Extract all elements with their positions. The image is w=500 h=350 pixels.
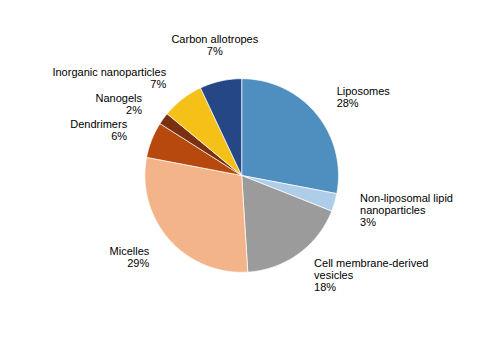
svg-text:Cell membrane-derivedvesicles1: Cell membrane-derivedvesicles18%	[314, 257, 428, 293]
svg-text:Micelles29%: Micelles29%	[110, 245, 150, 269]
svg-text:Non-liposomal lipidnanoparticl: Non-liposomal lipidnanoparticles3%	[360, 192, 453, 228]
svg-text:Liposomes28%: Liposomes28%	[337, 85, 391, 109]
svg-text:Carbon allotropes7%: Carbon allotropes7%	[171, 33, 258, 57]
svg-text:Inorganic nanoparticles7%: Inorganic nanoparticles7%	[52, 66, 166, 90]
svg-text:Dendrimers6%: Dendrimers6%	[70, 118, 127, 142]
svg-text:Nanogels2%: Nanogels2%	[96, 92, 143, 116]
